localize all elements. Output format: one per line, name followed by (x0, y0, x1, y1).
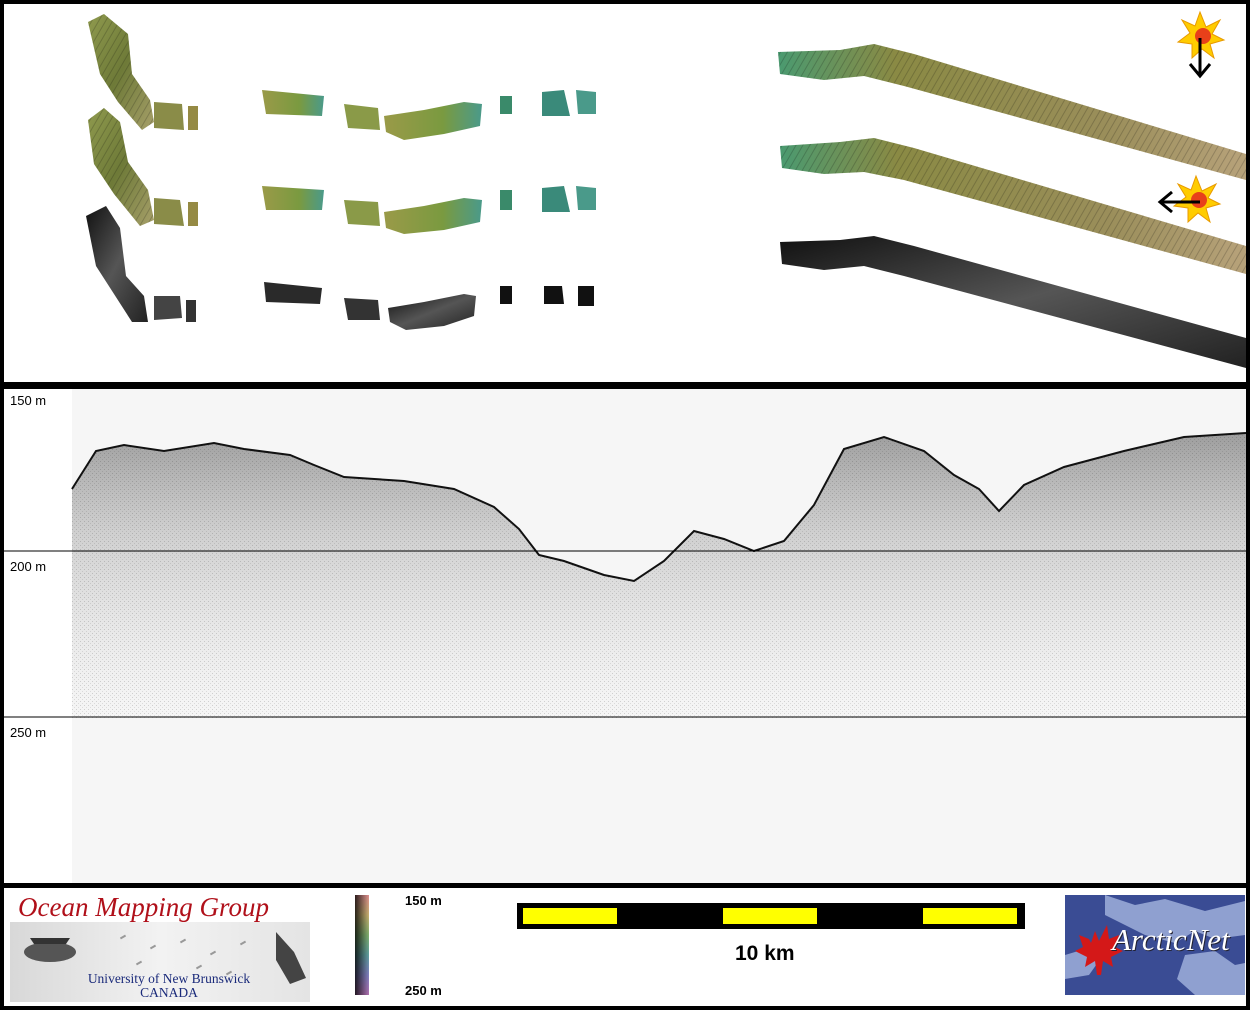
scale-bar-label: 10 km (735, 942, 795, 965)
depth-profile-panel: 150 m 200 m 250 m (4, 389, 1246, 883)
left-swath-row-3-backscatter (86, 206, 196, 322)
middle-swath-row-3-backscatter (264, 282, 594, 330)
logo-seafloor-graphic (10, 922, 310, 1002)
middle-swath-row-2 (262, 186, 596, 234)
depth-label-150: 150 m (10, 393, 47, 408)
right-swath-row-1 (778, 44, 1246, 180)
sun-icon (1172, 174, 1222, 224)
depth-colorbar (355, 895, 369, 995)
left-swath-row-2 (88, 108, 198, 226)
arcticnet-logo-text: ArcticNet (1112, 922, 1230, 957)
arcticnet-map-graphic (1065, 895, 1245, 995)
left-swath-row-1 (88, 14, 198, 130)
depth-label-250: 250 m (10, 725, 47, 740)
arrow-down-icon (1188, 38, 1212, 79)
swath-map-panel (4, 4, 1246, 382)
arrow-left-icon (1157, 190, 1200, 214)
right-swath-row-2 (780, 138, 1246, 274)
maple-leaf-icon (1075, 925, 1123, 975)
logo-title: Ocean Mapping Group (18, 892, 269, 922)
colorbar-bottom-label: 250 m (405, 983, 442, 998)
seabed-line (71, 432, 1246, 583)
footer-panel: Ocean Mapping Group University of New Br… (4, 888, 1246, 1006)
echogram (4, 389, 1246, 883)
country-name: CANADA (140, 985, 198, 1000)
university-name: University of New Brunswick (87, 971, 251, 986)
colorbar-top-label: 150 m (405, 893, 442, 908)
right-swath-row-3-backscatter (780, 236, 1246, 368)
middle-swath-row-1 (262, 90, 596, 140)
swath-map (86, 10, 1246, 368)
logo-subtitle: University of New Brunswick CANADA (74, 972, 264, 1000)
depth-label-200: 200 m (10, 559, 47, 574)
scale-bar (517, 903, 1025, 929)
